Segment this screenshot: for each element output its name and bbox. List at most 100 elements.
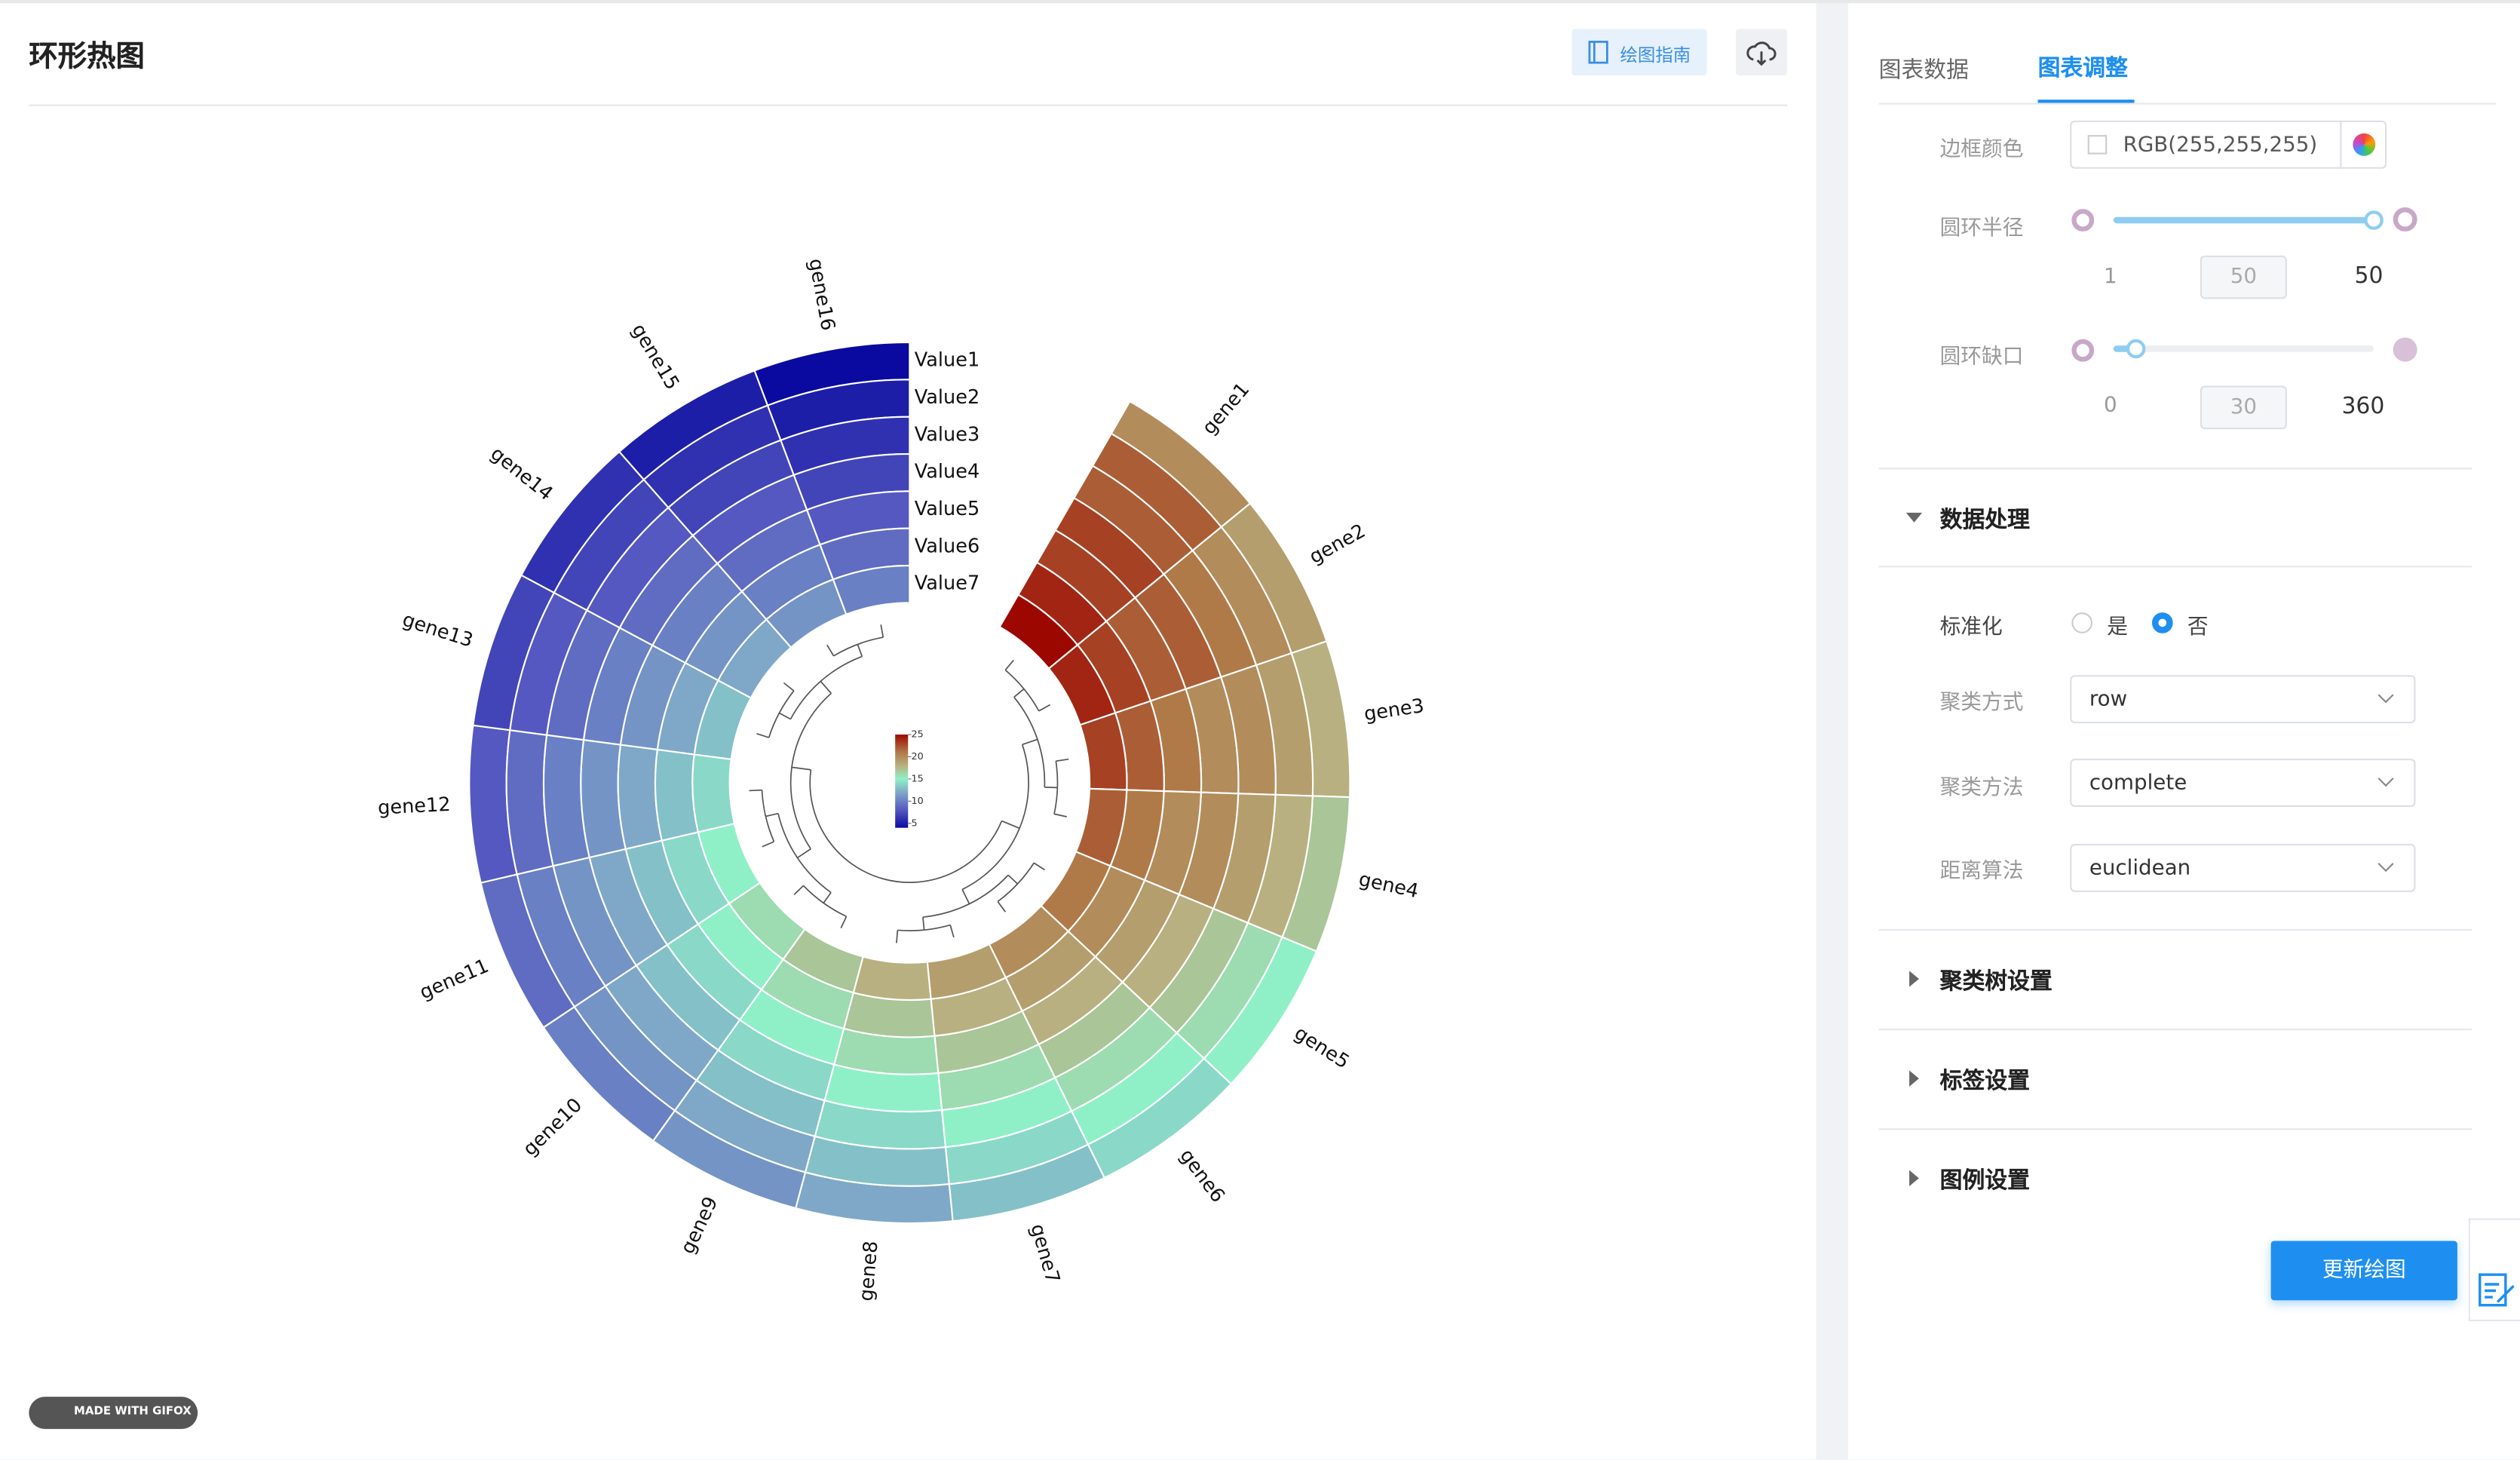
dendrogram-branch (779, 712, 791, 720)
dendrogram-branch (1033, 862, 1045, 871)
slider-fill (2113, 345, 2135, 352)
gene-label: gene6 (1175, 1145, 1229, 1207)
dendrogram-branch (820, 680, 832, 694)
expand-icon[interactable] (1909, 1070, 1919, 1087)
dendrogram-branch (783, 682, 795, 692)
slider-value[interactable]: 30 (2200, 385, 2287, 430)
guide-button-label: 绘图指南 (1620, 44, 1691, 66)
divider (1878, 468, 2472, 470)
section-title[interactable]: 数据处理 (1939, 508, 2030, 534)
select[interactable]: row (2070, 675, 2416, 724)
divider (1878, 1128, 2472, 1130)
dendrogram-branch (880, 624, 884, 638)
icon-shape (1588, 41, 1608, 64)
watermark-text: MADE WITH GIFOX (74, 1404, 192, 1418)
radio-label[interactable]: 否 (2187, 615, 2209, 640)
dendrogram-branch (1022, 738, 1038, 746)
heatmap-cell (832, 564, 911, 615)
divider (1878, 928, 2472, 931)
color-swatch (2087, 135, 2108, 155)
expand-icon[interactable] (1909, 971, 1919, 987)
ring-label: Value4 (915, 461, 979, 483)
gene-label: gene2 (1305, 520, 1369, 569)
divider (1878, 566, 2472, 568)
ring-label: Value6 (915, 535, 979, 557)
color-picker[interactable] (2353, 133, 2376, 156)
chevron (2377, 771, 2394, 787)
gene-label: gene5 (1290, 1022, 1354, 1074)
select[interactable]: euclidean (2070, 843, 2416, 892)
dendrogram-branch (1044, 786, 1058, 789)
gene-label: gene14 (486, 443, 557, 505)
slider-min: 0 (2104, 394, 2117, 419)
slider-max-icon (2393, 337, 2417, 362)
field-label: 圆环缺口 (1939, 345, 2024, 370)
slider-knob[interactable] (2364, 210, 2384, 230)
select-value: row (2089, 688, 2128, 713)
section-title[interactable]: 聚类树设置 (1939, 969, 2052, 995)
tab-indicator (2037, 100, 2135, 103)
heatmap-cell (691, 753, 736, 833)
slider-max: 50 (2354, 263, 2384, 290)
field-label: 边框颜色 (1939, 138, 2024, 163)
section-title[interactable]: 标签设置 (1939, 1069, 2030, 1095)
dendrogram-branch (840, 916, 848, 929)
feedback-button[interactable] (2468, 1218, 2520, 1322)
separator (2340, 120, 2342, 169)
dendrogram-branch (809, 769, 1003, 883)
legend-tick-label: 15 (912, 773, 924, 784)
guide-button[interactable]: 绘图指南 (1571, 29, 1707, 76)
gene-label: gene7 (1025, 1222, 1064, 1286)
legend-tick-label: 25 (912, 729, 924, 741)
slider-fill (2113, 216, 2374, 224)
field-label: 圆环半径 (1939, 216, 2024, 241)
dendrogram-branch (1056, 758, 1069, 762)
dendrogram-branch (1001, 820, 1020, 830)
select-value: euclidean (2089, 857, 2191, 882)
top-border (0, 0, 2520, 4)
dendrogram-branch (1007, 874, 1019, 885)
radio-label[interactable]: 是 (2107, 615, 2129, 640)
slider-knob[interactable] (2125, 339, 2145, 359)
expand-icon[interactable] (1905, 512, 1923, 523)
radio[interactable] (2071, 612, 2093, 633)
gene-label: gene1 (1198, 379, 1255, 440)
slider-value[interactable]: 50 (2200, 255, 2287, 299)
circular-heatmap: Value1 Value2 Value3 Value4 Value5 Value6 Valu… (377, 257, 1425, 1302)
legend-tick-label: 5 (912, 817, 918, 829)
dendrogram-branch (857, 644, 863, 657)
dendrogram-branch (791, 766, 811, 771)
download-button[interactable] (1735, 29, 1788, 76)
book-icon (1588, 41, 1608, 64)
heatmap-cell (654, 748, 700, 842)
watermark: MADE WITH GIFOX (29, 1397, 198, 1429)
tab[interactable]: 图表调整 (2037, 56, 2128, 82)
ring-label: Value1 (915, 349, 979, 372)
tab[interactable]: 图表数据 (1878, 57, 1969, 84)
dendrogram-branch (797, 848, 811, 859)
divider (1878, 1029, 2472, 1031)
divider (29, 104, 1788, 106)
color-value: RGB(255,255,255) (2123, 133, 2318, 158)
update-button[interactable]: 更新绘图 (2270, 1241, 2457, 1301)
expand-icon[interactable] (1909, 1170, 1919, 1186)
slider-track[interactable] (2113, 339, 2374, 359)
slider-min: 1 (2104, 265, 2117, 290)
field-label: 聚类方式 (1939, 691, 2024, 716)
radio[interactable] (2151, 612, 2173, 633)
slider-track[interactable] (2113, 210, 2384, 230)
ring-label: Value2 (915, 386, 979, 409)
color-input[interactable]: RGB(255,255,255) (2070, 120, 2387, 169)
select[interactable]: complete (2070, 759, 2416, 807)
gene-label: gene15 (627, 320, 683, 394)
gene-label: gene12 (377, 793, 451, 820)
legend-tick-label: 10 (912, 796, 924, 807)
ring-label: Value7 (915, 572, 979, 595)
icon-shape (1746, 41, 1777, 61)
dendrogram-branch (1013, 688, 1025, 698)
dendrogram-branch (762, 841, 774, 848)
section-title[interactable]: 图例设置 (1939, 1168, 2030, 1195)
dendrogram-branch (777, 813, 832, 894)
select-value: complete (2089, 771, 2187, 796)
chevron (2377, 687, 2394, 704)
